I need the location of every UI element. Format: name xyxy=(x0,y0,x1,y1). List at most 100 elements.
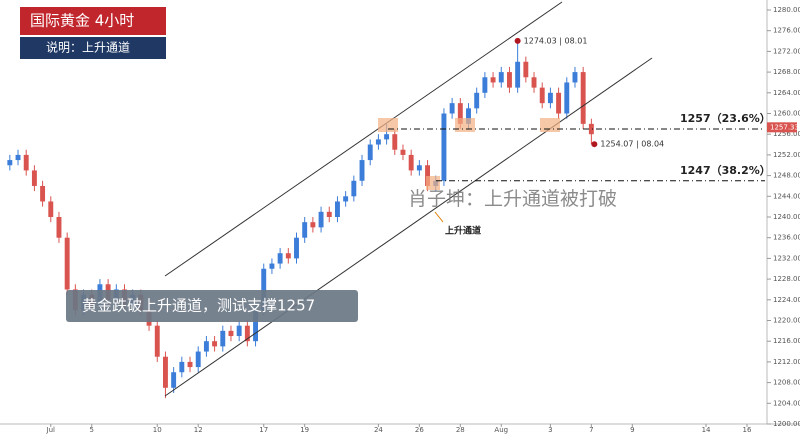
x-tick-label: Aug xyxy=(494,426,508,434)
candle-body xyxy=(15,154,21,161)
x-tick-label: 5 xyxy=(90,426,94,434)
x-tick-label: 16 xyxy=(743,426,752,434)
highlight xyxy=(378,118,398,132)
candle-body xyxy=(269,263,275,269)
candle-body xyxy=(482,77,488,93)
candle-body xyxy=(40,185,46,202)
candle-body xyxy=(547,92,553,104)
extreme-label: 1274.03 | 08.01 xyxy=(524,36,588,45)
y-tick-label: 1268.00 xyxy=(773,68,800,76)
candle-body xyxy=(326,211,332,217)
candle-body xyxy=(556,92,562,114)
candle-body xyxy=(351,180,357,197)
candle-body xyxy=(375,139,381,145)
x-tick-label: 10 xyxy=(153,426,162,434)
candle-body xyxy=(367,144,373,161)
note: 黄金跌破上升通道，测试支撑1257 xyxy=(82,297,315,315)
y-tick-label: 1276.00 xyxy=(773,27,800,35)
candle-body xyxy=(302,222,308,238)
candle-body xyxy=(523,61,529,78)
candle-body xyxy=(359,160,365,181)
candle-body xyxy=(228,330,234,337)
candle-body xyxy=(334,201,340,217)
extreme-label: 1254.07 | 08.04 xyxy=(600,140,664,149)
channel-lower xyxy=(164,57,653,397)
candle-body xyxy=(392,134,398,150)
candle-body xyxy=(253,310,259,342)
x-tick-label: Jul xyxy=(46,426,56,434)
x-tick-label: 17 xyxy=(259,426,268,434)
note-box xyxy=(66,290,358,322)
candle-body xyxy=(236,325,242,337)
x-tick-label: 24 xyxy=(374,426,383,434)
candle-body xyxy=(48,201,54,217)
y-tick-label: 1228.00 xyxy=(773,275,800,283)
candle-body xyxy=(416,165,422,171)
candle-body xyxy=(490,77,496,83)
y-tick-label: 1240.00 xyxy=(773,213,800,221)
highlight xyxy=(540,118,560,132)
candle-body xyxy=(310,222,316,228)
candle-body xyxy=(277,253,283,264)
candle-body xyxy=(449,103,455,114)
y-tick-label: 1216.00 xyxy=(773,337,800,345)
highlight xyxy=(455,118,475,132)
title-box xyxy=(20,7,166,35)
x-tick-label: 3 xyxy=(548,426,552,434)
candle-body xyxy=(425,165,431,186)
x-tick-label: 9 xyxy=(630,426,634,434)
y-tick-label: 1264.00 xyxy=(773,89,800,97)
level-label: 1257（23.6%） xyxy=(680,112,771,125)
y-tick-label: 1280.00 xyxy=(773,6,800,14)
candle-body xyxy=(162,356,168,388)
y-tick-label: 1248.00 xyxy=(773,172,800,180)
candle-body xyxy=(343,196,349,202)
x-tick-label: 28 xyxy=(456,426,465,434)
extreme-dot xyxy=(591,141,598,148)
candle-body xyxy=(31,170,37,186)
y-tick-label: 1232.00 xyxy=(773,254,800,262)
candle-body xyxy=(474,92,480,109)
channel-upper xyxy=(164,1,563,277)
candle-body xyxy=(285,253,291,259)
candle-body xyxy=(154,325,160,357)
y-tick-label: 1244.00 xyxy=(773,192,800,200)
y-tick-label: 1200.00 xyxy=(773,420,800,428)
candle-body xyxy=(261,268,267,311)
price-tag xyxy=(767,122,797,133)
y-tick-label: 1252.00 xyxy=(773,151,800,159)
candle-body xyxy=(171,372,177,388)
candle-body xyxy=(580,72,586,124)
candle-body xyxy=(56,217,62,238)
candle-body xyxy=(498,72,504,83)
y-tick-label: 1272.00 xyxy=(773,47,800,55)
y-tick-label: 1260.00 xyxy=(773,110,800,118)
x-tick-label: 14 xyxy=(702,426,711,434)
candle-body xyxy=(220,330,226,347)
candle-body xyxy=(588,123,594,135)
x-tick-label: 7 xyxy=(589,426,593,434)
candle-body xyxy=(64,237,70,290)
subtitle: 说明：上升通道 xyxy=(46,40,130,55)
y-tick-label: 1220.00 xyxy=(773,317,800,325)
candle-body xyxy=(506,72,512,88)
candle-body xyxy=(400,149,406,155)
candle-body xyxy=(23,154,29,171)
arrow xyxy=(434,211,444,223)
candle-body xyxy=(457,103,463,124)
highlight xyxy=(426,176,440,190)
price-tag-label: 1257.33 xyxy=(770,123,799,131)
channel-label: 上升通道 xyxy=(445,225,481,237)
candle-body xyxy=(408,154,414,171)
candle-body xyxy=(539,87,545,104)
candle-body xyxy=(515,61,521,88)
y-tick-label: 1212.00 xyxy=(773,358,800,366)
candle-body xyxy=(179,361,185,373)
candle-body xyxy=(203,341,209,352)
candle-body xyxy=(466,108,471,124)
candle-body xyxy=(294,237,299,259)
candle-body xyxy=(572,72,578,83)
level-label: 1247（38.2%） xyxy=(680,164,771,177)
